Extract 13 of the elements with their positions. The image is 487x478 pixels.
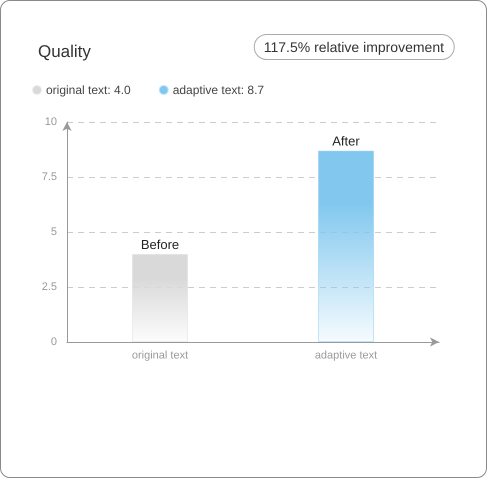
y-tick-label: 2.5 (42, 281, 57, 293)
text: 117.5% relative improvement (264, 39, 444, 55)
y-tick-label: 7.5 (42, 171, 57, 183)
data-label: After (332, 134, 360, 149)
x-tick-label: original text (132, 350, 188, 362)
y-tick-label: 5 (50, 226, 57, 238)
y-tick-label: 10 (44, 116, 57, 128)
chart-title: Quality (38, 42, 92, 61)
y-tick-label: 0 (50, 336, 57, 348)
legend-label: original text: 4.0 (46, 83, 132, 97)
x-tick-label: adaptive text (314, 350, 378, 362)
legend-label: adaptive text: 8.7 (172, 83, 264, 97)
data-label: Before (140, 237, 180, 252)
